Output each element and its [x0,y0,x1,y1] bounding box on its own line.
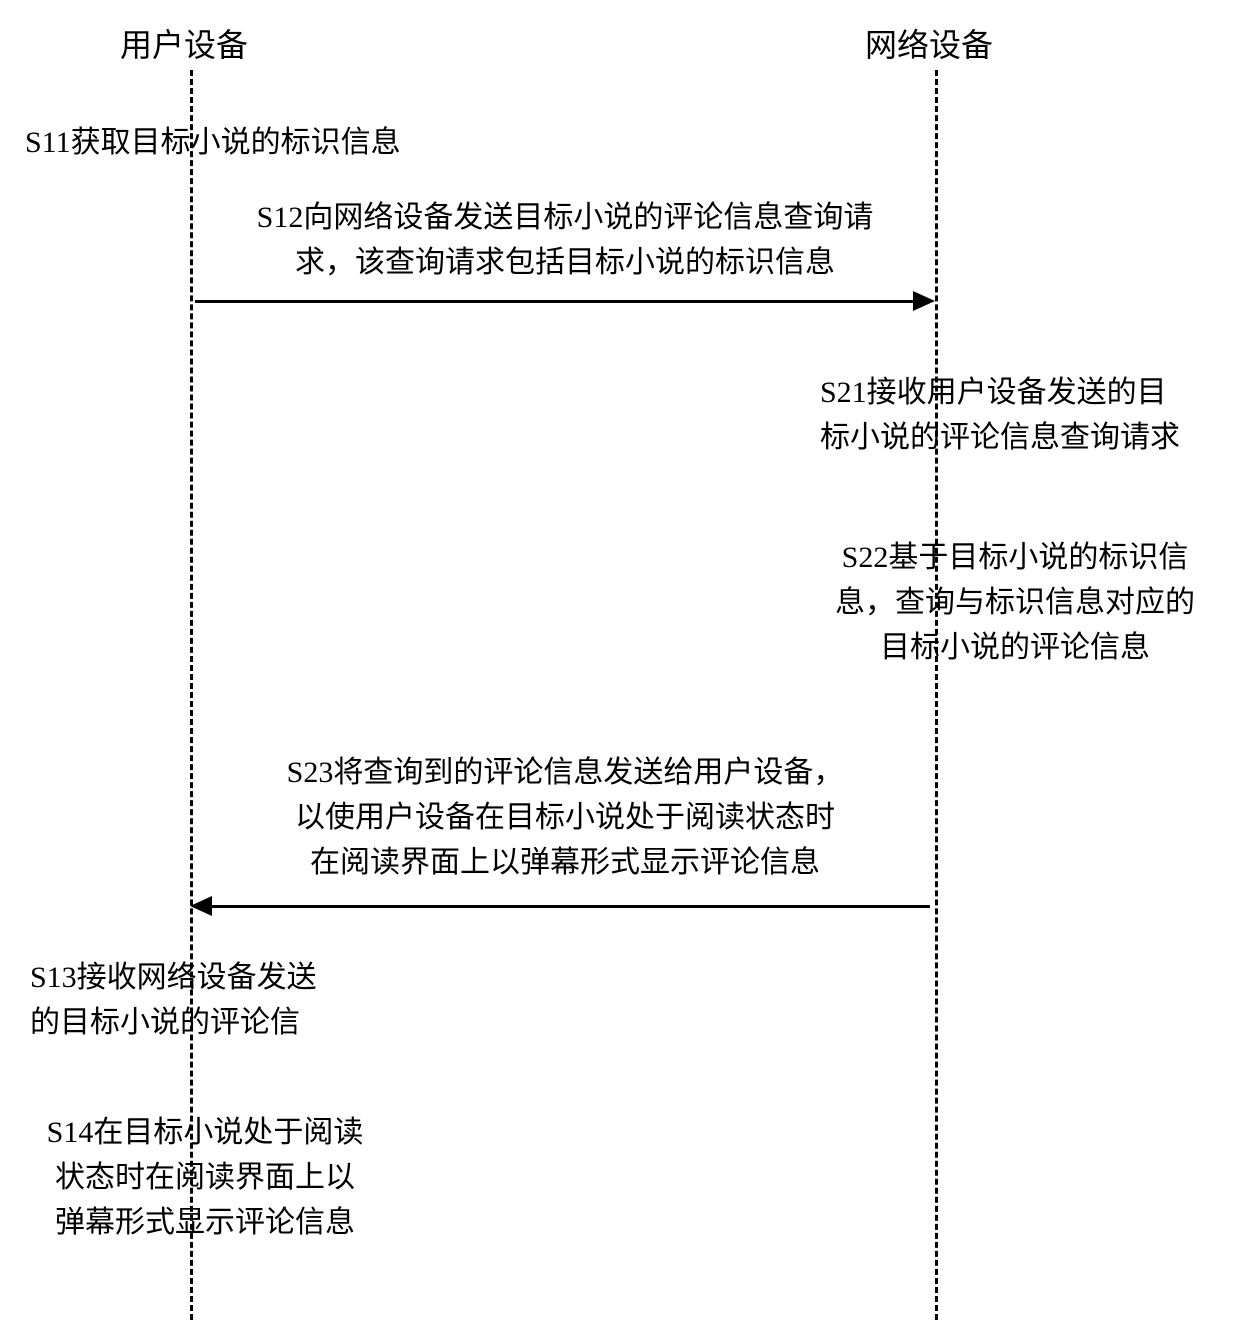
step-s13: S13接收网络设备发送 的目标小说的评论信 [30,955,370,1045]
step-s22: S22基于目标小说的标识信 息，查询与标识信息对应的 目标小说的评论信息 [810,535,1220,670]
step-s14-line2: 状态时在阅读界面上以 [25,1155,385,1200]
step-s22-line3: 目标小说的评论信息 [810,625,1220,670]
step-s12-line2: 求，该查询请求包括目标小说的标识信息 [215,240,915,285]
step-s12: S12向网络设备发送目标小说的评论信息查询请 求，该查询请求包括目标小说的标识信… [215,195,915,285]
step-s14: S14在目标小说处于阅读 状态时在阅读界面上以 弹幕形式显示评论信息 [25,1110,385,1245]
step-s21-line1: S21接收用户设备发送的目 [820,370,1220,415]
participant-right-label: 网络设备 [865,20,993,66]
arrow-s23 [210,905,930,908]
step-s14-line3: 弹幕形式显示评论信息 [25,1200,385,1245]
step-s23-line1: S23将查询到的评论信息发送给用户设备， [240,750,890,795]
arrow-s23-head [190,896,212,916]
step-s11: S11获取目标小说的标识信息 [25,120,465,165]
step-s22-line2: 息，查询与标识信息对应的 [810,580,1220,625]
arrow-s12-head [913,291,935,311]
lifeline-right [935,70,938,1320]
participant-left-label: 用户设备 [120,20,248,66]
sequence-diagram: 用户设备 网络设备 S11获取目标小说的标识信息 S12向网络设备发送目标小说的… [0,0,1240,1335]
arrow-s12 [195,300,915,303]
step-s21-line2: 标小说的评论信息查询请求 [820,415,1220,460]
step-s14-line1: S14在目标小说处于阅读 [25,1110,385,1155]
step-s13-line2: 的目标小说的评论信 [30,1000,370,1045]
step-s23: S23将查询到的评论信息发送给用户设备， 以使用户设备在目标小说处于阅读状态时 … [240,750,890,885]
step-s23-line2: 以使用户设备在目标小说处于阅读状态时 [240,795,890,840]
step-s22-line1: S22基于目标小说的标识信 [810,535,1220,580]
step-s13-line1: S13接收网络设备发送 [30,955,370,1000]
step-s23-line3: 在阅读界面上以弹幕形式显示评论信息 [240,840,890,885]
step-s21: S21接收用户设备发送的目 标小说的评论信息查询请求 [820,370,1220,460]
step-s12-line1: S12向网络设备发送目标小说的评论信息查询请 [215,195,915,240]
